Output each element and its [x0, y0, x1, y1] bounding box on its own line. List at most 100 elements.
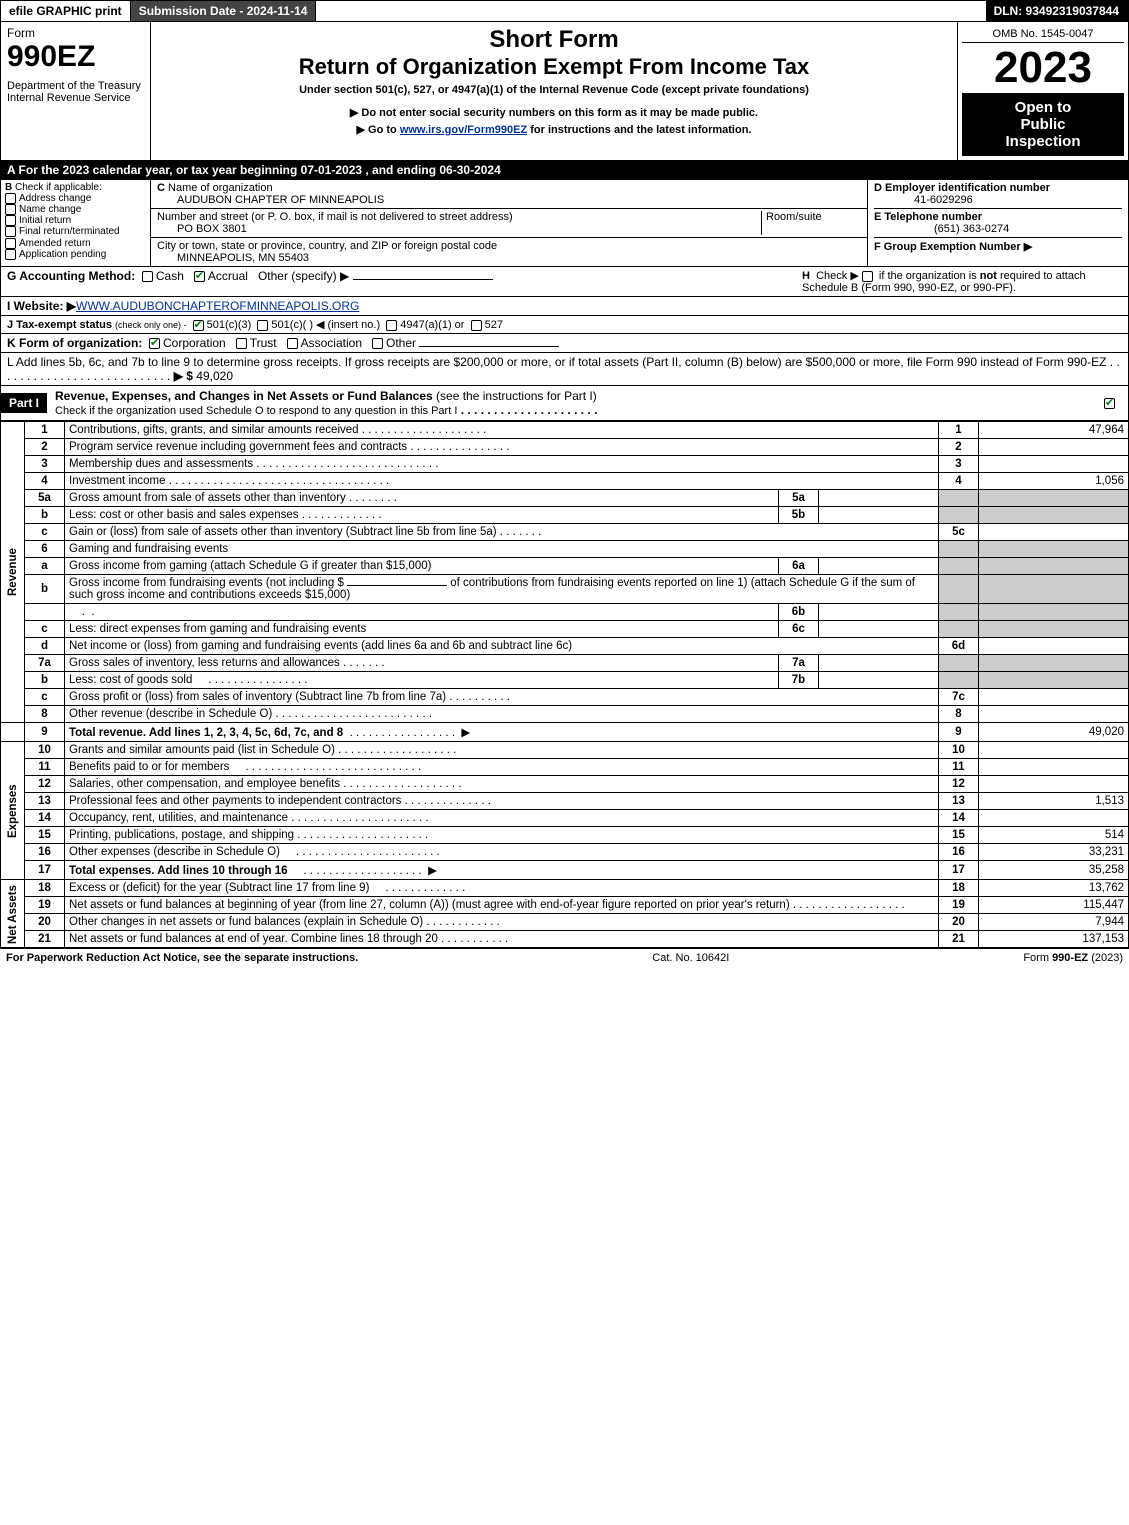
row-gh: G Accounting Method: Cash Accrual Other …: [0, 267, 1129, 297]
k-label: K Form of organization:: [7, 336, 142, 350]
form-number: 990EZ: [7, 40, 144, 74]
line17-text: Total expenses. Add lines 10 through 16: [69, 865, 288, 877]
checkbox-527[interactable]: [471, 320, 482, 331]
k-trust: Trust: [250, 336, 277, 350]
j-sub: (check only one) -: [115, 320, 187, 330]
line7a-sub: 7a: [779, 655, 819, 672]
goto-pre: ▶ Go to: [357, 124, 400, 136]
line20-val: 7,944: [979, 914, 1129, 931]
open-line3: Inspection: [968, 133, 1118, 150]
d-label: D Employer identification number: [874, 182, 1050, 194]
line6b-text1: Gross income from fundraising events (no…: [69, 577, 344, 589]
section-bcdef: B Check if applicable: Address change Na…: [0, 180, 1129, 267]
opt-name: Name change: [19, 204, 81, 215]
checkbox-4947[interactable]: [386, 320, 397, 331]
line5c-text: Gain or (loss) from sale of assets other…: [69, 526, 497, 538]
j-label: J Tax-exempt status: [7, 319, 112, 331]
h-not: not: [980, 270, 997, 282]
l-arrow: ▶ $: [174, 369, 193, 383]
irs-link[interactable]: www.irs.gov/Form990EZ: [400, 124, 527, 136]
line7c-text: Gross profit or (loss) from sales of inv…: [69, 691, 446, 703]
line5a-text: Gross amount from sale of assets other t…: [69, 492, 346, 504]
g-accrual: Accrual: [208, 269, 248, 283]
g-other: Other (specify) ▶: [258, 269, 349, 283]
line4-text: Investment income: [69, 475, 166, 487]
line10-val: [979, 742, 1129, 759]
h-check: Check ▶: [816, 270, 859, 282]
open-public-badge: Open to Public Inspection: [962, 93, 1124, 156]
line9-text: Total revenue. Add lines 1, 2, 3, 4, 5c,…: [69, 727, 343, 739]
line1-val: 47,964: [979, 422, 1129, 439]
checkbox-cash[interactable]: [142, 271, 153, 282]
org-city: MINNEAPOLIS, MN 55403: [157, 252, 309, 264]
part1-tab: Part I: [1, 393, 47, 413]
irs-label: Internal Revenue Service: [7, 92, 144, 104]
subtitle: Under section 501(c), 527, or 4947(a)(1)…: [159, 84, 949, 96]
footer-right-pre: Form: [1023, 952, 1052, 964]
col-b: B Check if applicable: Address change Na…: [1, 180, 151, 266]
checkbox-501c[interactable]: [257, 320, 268, 331]
checkbox-name-change[interactable]: [5, 204, 16, 215]
line12-val: [979, 776, 1129, 793]
checkbox-501c3[interactable]: [193, 320, 204, 331]
line6b-blank: [347, 585, 447, 586]
h-text2: if the organization is: [879, 270, 980, 282]
checkbox-amended[interactable]: [5, 238, 16, 249]
j-501c3: 501(c)(3): [207, 319, 252, 331]
line14-val: [979, 810, 1129, 827]
open-line1: Open to: [968, 99, 1118, 116]
checkbox-initial-return[interactable]: [5, 215, 16, 226]
checkbox-final-return[interactable]: [5, 226, 16, 237]
line19-val: 115,447: [979, 897, 1129, 914]
submission-date: Submission Date - 2024-11-14: [131, 1, 317, 21]
line6d-text: Net income or (loss) from gaming and fun…: [65, 638, 939, 655]
line20-text: Other changes in net assets or fund bala…: [69, 916, 423, 928]
checkbox-trust[interactable]: [236, 338, 247, 349]
j-501c: 501(c)( ) ◀ (insert no.): [271, 319, 380, 331]
checkbox-h[interactable]: [862, 271, 873, 282]
line7a-text: Gross sales of inventory, less returns a…: [69, 657, 340, 669]
form-word: Form: [7, 26, 144, 40]
page-footer: For Paperwork Reduction Act Notice, see …: [0, 948, 1129, 967]
g-label: G Accounting Method:: [7, 269, 135, 283]
b-label: B: [5, 182, 12, 193]
line6a-sub: 6a: [779, 558, 819, 575]
line8-val: [979, 706, 1129, 723]
line11-val: [979, 759, 1129, 776]
line5b-sub: 5b: [779, 507, 819, 524]
return-title: Return of Organization Exempt From Incom…: [159, 54, 949, 80]
part1-header: Part I Revenue, Expenses, and Changes in…: [0, 386, 1129, 421]
line16-val: 33,231: [979, 844, 1129, 861]
checkbox-corp[interactable]: [149, 338, 160, 349]
g-cash: Cash: [156, 269, 184, 283]
goto-post: for instructions and the latest informat…: [527, 124, 751, 136]
k-corp: Corporation: [163, 336, 226, 350]
checkbox-assoc[interactable]: [287, 338, 298, 349]
row-l: L Add lines 5b, 6c, and 7b to line 9 to …: [0, 353, 1129, 386]
opt-final: Final return/terminated: [19, 227, 120, 238]
line6b-sub: 6b: [779, 604, 819, 621]
checkbox-accrual[interactable]: [194, 271, 205, 282]
short-form-title: Short Form: [159, 26, 949, 54]
opt-pending: Application pending: [19, 249, 106, 260]
checkbox-part1-scho[interactable]: [1104, 398, 1115, 409]
line1-text: Contributions, gifts, grants, and simila…: [69, 424, 359, 436]
line7b-sub: 7b: [779, 672, 819, 689]
footer-left: For Paperwork Reduction Act Notice, see …: [6, 952, 358, 964]
checkbox-other-org[interactable]: [372, 338, 383, 349]
opt-initial: Initial return: [19, 215, 71, 226]
footer-right: Form 990-EZ (2023): [1023, 952, 1123, 964]
tax-year: 2023: [962, 43, 1124, 93]
checkbox-address-change[interactable]: [5, 193, 16, 204]
col-def: D Employer identification number 41-6029…: [868, 180, 1128, 266]
line18-text: Excess or (deficit) for the year (Subtra…: [69, 882, 369, 894]
h-label: H: [802, 270, 810, 282]
part1-check-text: Check if the organization used Schedule …: [55, 405, 457, 417]
footer-mid: Cat. No. 10642I: [652, 952, 729, 964]
opt-amended: Amended return: [19, 238, 91, 249]
website-link[interactable]: WWW.AUDUBONCHAPTEROFMINNEAPOLIS.ORG: [76, 299, 359, 313]
checkbox-pending[interactable]: [5, 249, 16, 260]
top-bar: efile GRAPHIC print Submission Date - 20…: [0, 0, 1129, 22]
c-name-label: Name of organization: [168, 182, 273, 194]
l-value: 49,020: [196, 369, 233, 383]
